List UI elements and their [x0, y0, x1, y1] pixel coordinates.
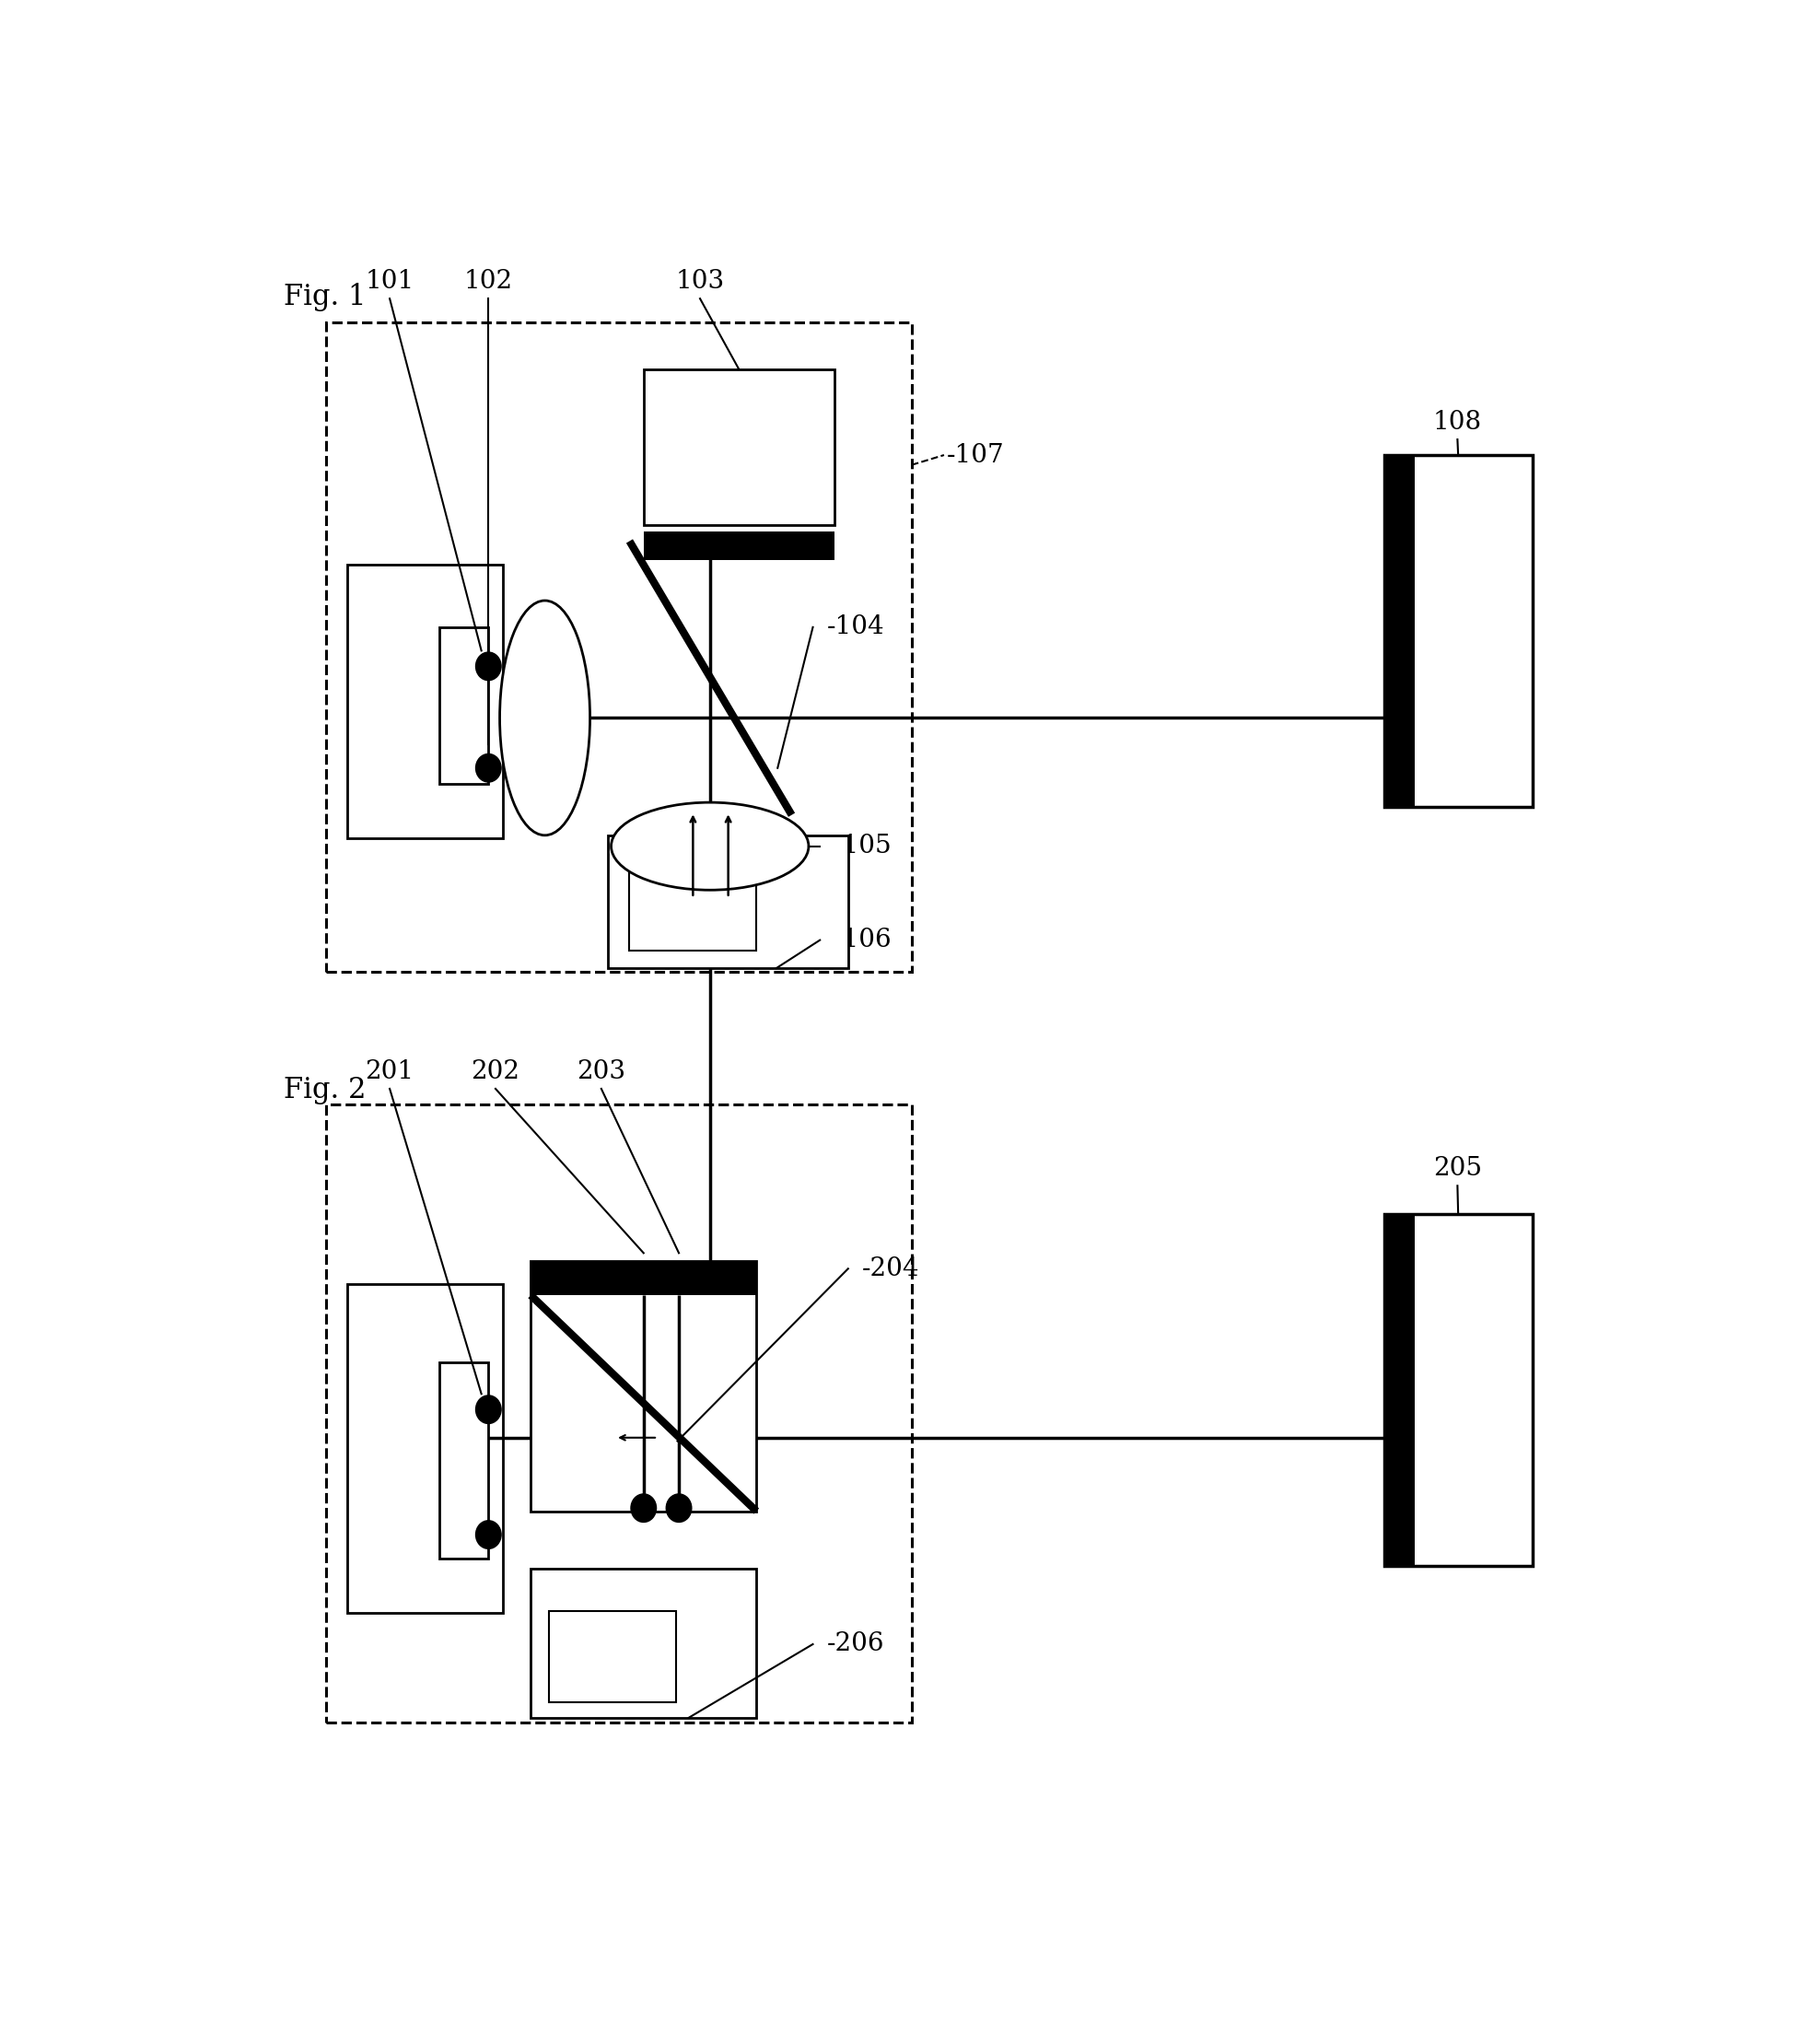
Bar	[1383, 1213, 1416, 1567]
Text: 203: 203	[577, 1059, 626, 1083]
Circle shape	[475, 652, 500, 681]
Text: 108: 108	[1432, 410, 1481, 435]
Text: 205: 205	[1432, 1156, 1481, 1181]
Text: 201: 201	[366, 1059, 415, 1083]
Bar	[630, 866, 757, 951]
Bar	[644, 532, 834, 561]
Text: 202: 202	[471, 1059, 521, 1083]
Text: 103: 103	[675, 268, 724, 295]
Bar	[348, 565, 502, 839]
Text: 101: 101	[366, 268, 415, 295]
Bar	[326, 1105, 912, 1723]
Bar	[550, 1611, 675, 1703]
Ellipse shape	[612, 803, 808, 890]
Text: -105: -105	[834, 833, 892, 860]
Circle shape	[475, 754, 500, 782]
Bar	[439, 628, 488, 784]
Text: -106: -106	[834, 929, 892, 953]
Text: -204: -204	[863, 1256, 919, 1280]
Bar	[644, 370, 834, 526]
Bar	[348, 1284, 502, 1613]
Bar	[1383, 1213, 1532, 1567]
Bar	[326, 323, 912, 971]
Bar	[531, 1260, 757, 1294]
Text: Fig. 2: Fig. 2	[284, 1077, 366, 1105]
Bar	[1383, 455, 1532, 807]
Bar	[531, 1260, 757, 1512]
Text: -107: -107	[946, 443, 1005, 467]
Bar	[1383, 455, 1416, 807]
Circle shape	[475, 1520, 500, 1548]
Ellipse shape	[501, 601, 590, 835]
Text: Fig. 1: Fig. 1	[284, 282, 366, 311]
Circle shape	[632, 1494, 657, 1522]
Circle shape	[666, 1494, 692, 1522]
Text: 102: 102	[464, 268, 513, 295]
Bar	[608, 835, 848, 969]
Bar	[531, 1569, 757, 1717]
Text: -104: -104	[826, 616, 885, 640]
Bar	[439, 1363, 488, 1559]
Circle shape	[475, 1396, 500, 1424]
Text: -206: -206	[826, 1632, 885, 1656]
